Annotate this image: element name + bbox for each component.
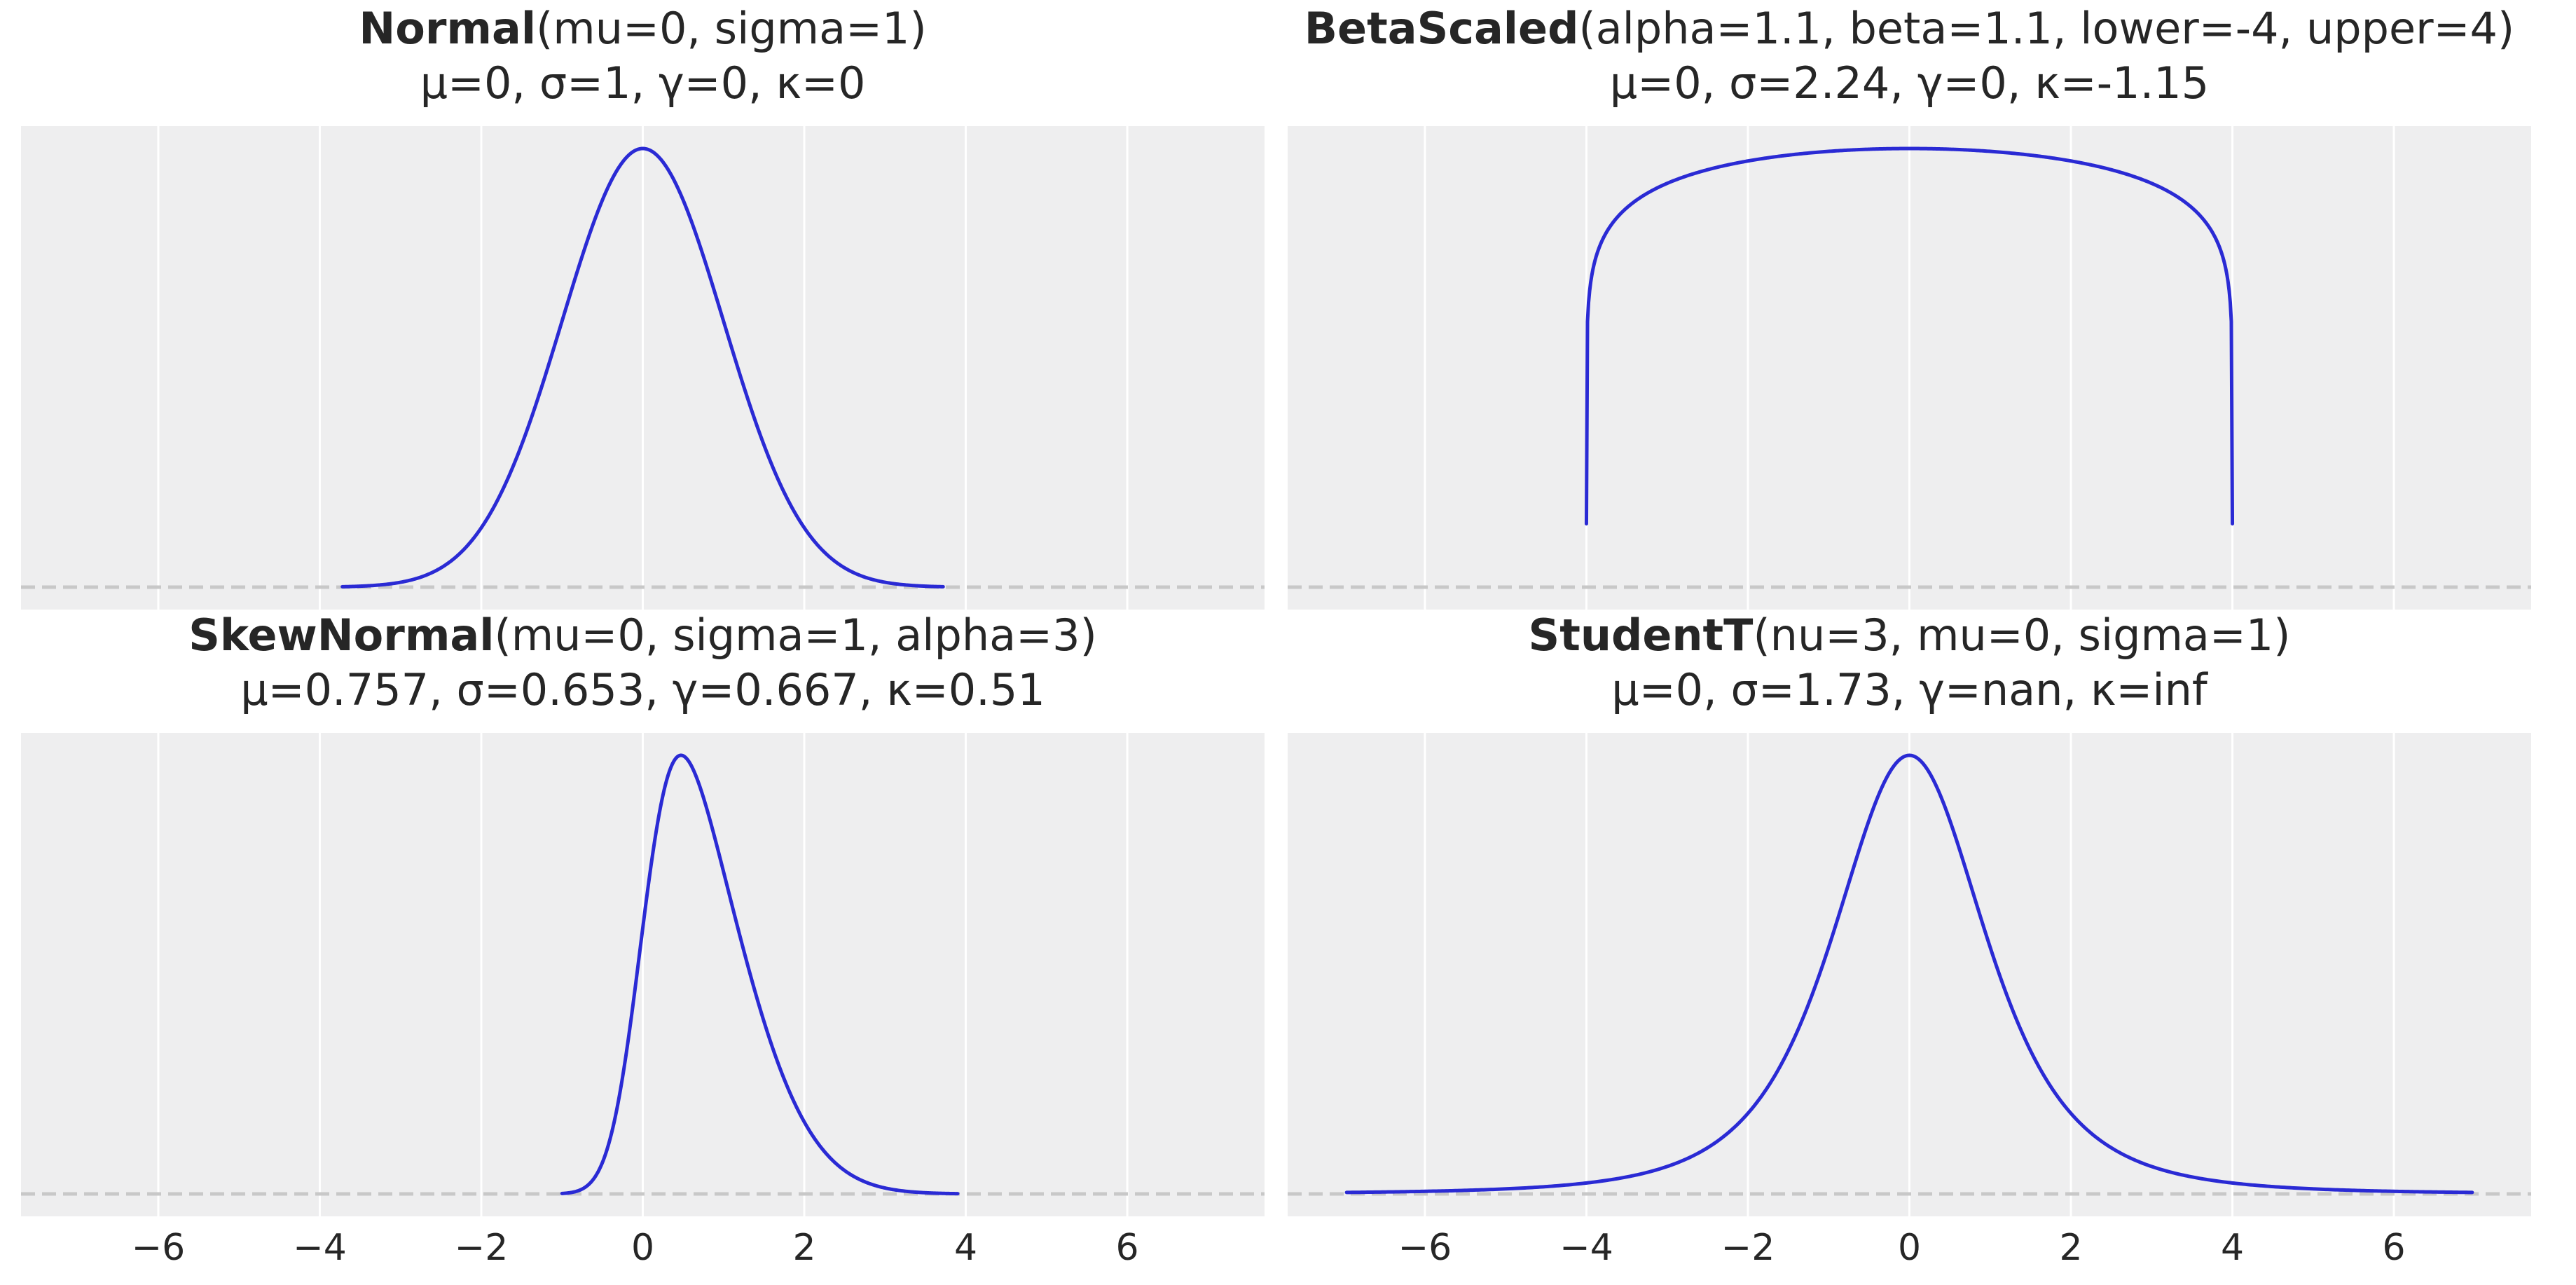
- subplot-3: SkewNormal(mu=0, sigma=1, alpha=3)μ=0.75…: [21, 610, 1265, 1269]
- x-tick-label: −4: [293, 1227, 347, 1269]
- x-tick-label: 0: [631, 1227, 654, 1269]
- x-tick-label: 4: [2221, 1227, 2244, 1269]
- title-parameters: (nu=3, mu=0, sigma=1): [1753, 610, 2290, 661]
- subplot-moments: μ=0, σ=1, γ=0, κ=0: [420, 57, 866, 109]
- title-distribution-name: SkewNormal: [188, 610, 494, 661]
- x-tick-label: −2: [1721, 1227, 1775, 1269]
- title-parameters: (mu=0, sigma=1): [536, 3, 927, 54]
- x-tick-label: 2: [792, 1227, 815, 1269]
- x-tick-label: 4: [954, 1227, 977, 1269]
- subplot-4: StudentT(nu=3, mu=0, sigma=1)μ=0, σ=1.73…: [1288, 610, 2531, 1269]
- subplot-2: BetaScaled(alpha=1.1, beta=1.1, lower=-4…: [1288, 3, 2531, 610]
- subplot-moments: μ=0, σ=2.24, γ=0, κ=-1.15: [1610, 57, 2209, 109]
- title-distribution-name: Normal: [359, 3, 536, 54]
- x-tick-label: 6: [1116, 1227, 1139, 1269]
- x-tick-label: −4: [1559, 1227, 1613, 1269]
- x-tick-label: 2: [2059, 1227, 2082, 1269]
- x-tick-label: 0: [1898, 1227, 1921, 1269]
- x-tick-label: −6: [132, 1227, 186, 1269]
- x-tick-label: 6: [2383, 1227, 2406, 1269]
- title-distribution-name: BetaScaled: [1304, 3, 1579, 54]
- x-tick-label: −2: [455, 1227, 509, 1269]
- subplot-title: SkewNormal(mu=0, sigma=1, alpha=3): [188, 610, 1097, 661]
- title-parameters: (alpha=1.1, beta=1.1, lower=-4, upper=4): [1579, 3, 2515, 54]
- density-curve: [1344, 753, 2474, 1195]
- x-tick-label: −6: [1398, 1227, 1452, 1269]
- title-distribution-name: StudentT: [1529, 610, 1754, 661]
- density-curve: [340, 146, 945, 589]
- subplot-moments: μ=0.757, σ=0.653, γ=0.667, κ=0.51: [240, 664, 1045, 715]
- density-curve: [1584, 146, 2235, 525]
- subplot-title: Normal(mu=0, sigma=1): [359, 3, 926, 54]
- title-parameters: (mu=0, sigma=1, alpha=3): [495, 610, 1097, 661]
- density-curve: [560, 753, 960, 1196]
- subplot-title: BetaScaled(alpha=1.1, beta=1.1, lower=-4…: [1304, 3, 2514, 54]
- subplot-1: Normal(mu=0, sigma=1)μ=0, σ=1, γ=0, κ=0: [21, 3, 1265, 610]
- subplot-moments: μ=0, σ=1.73, γ=nan, κ=inf: [1611, 664, 2209, 715]
- subplot-title: StudentT(nu=3, mu=0, sigma=1): [1529, 610, 2291, 661]
